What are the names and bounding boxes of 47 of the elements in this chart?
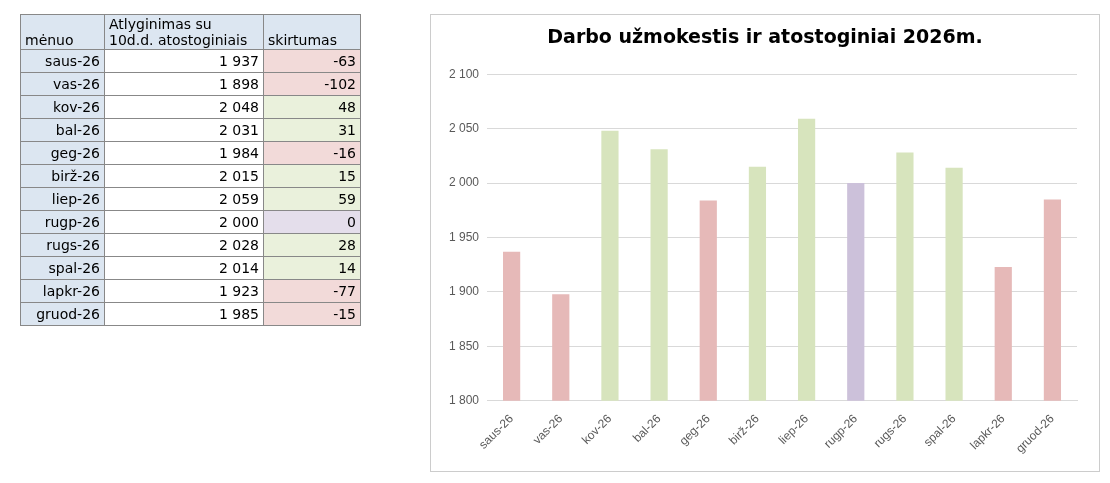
text: 2 015: [104, 164, 264, 188]
category-label: vas-26: [52, 76, 100, 92]
y-tick-label: 1 850: [449, 338, 480, 353]
text: -15: [263, 302, 361, 326]
text: 1 984: [104, 141, 264, 165]
category-label: kov-26: [53, 99, 100, 115]
category-label: rugs-26: [46, 237, 100, 253]
text: Atlyginimas su 10d.d. atostoginiais: [104, 14, 264, 50]
category-label: spal-26: [48, 260, 100, 276]
category-label: liep-26: [51, 191, 100, 207]
text: 1 898: [104, 72, 264, 96]
text: -16: [263, 141, 361, 165]
text: 14: [263, 256, 361, 280]
text: 2 000: [104, 210, 264, 234]
category-label: lapkr-26: [42, 283, 100, 299]
category-label: birž-26: [51, 168, 100, 184]
text: 15: [263, 164, 361, 188]
category-label: geg-26: [50, 145, 100, 161]
text: 0: [263, 210, 361, 234]
text: 28: [263, 233, 361, 257]
text: mėnuo: [20, 14, 105, 50]
text: 1 985: [104, 302, 264, 326]
category-label: gruod-26: [36, 306, 100, 322]
text: -102: [263, 72, 361, 96]
y-tick-label: 2 050: [449, 120, 480, 135]
text: 59: [263, 187, 361, 211]
category-label: rugp-26: [44, 214, 100, 230]
y-tick-label: 1 900: [449, 284, 480, 299]
text: 31: [263, 118, 361, 142]
chart-title: Darbo užmokestis ir atostoginiai 2026m.: [546, 25, 984, 47]
text: -77: [263, 279, 361, 303]
text: 48: [263, 95, 361, 119]
y-tick-label: 1 950: [449, 229, 480, 244]
category-label: saus-26: [45, 53, 100, 69]
text: 1 937: [104, 49, 264, 73]
category-label: bal-26: [55, 122, 100, 138]
y-tick-label: 1 800: [449, 393, 480, 408]
text: skirtumas: [263, 14, 361, 50]
y-tick-label: 2 000: [449, 175, 480, 190]
text: 2 028: [104, 233, 264, 257]
y-tick-label: 2 100: [449, 66, 480, 81]
text: 2 031: [104, 118, 264, 142]
text: 1 923: [104, 279, 264, 303]
text: 2 048: [104, 95, 264, 119]
text: -63: [263, 49, 361, 73]
text: 2 059: [104, 187, 264, 211]
text: 2 014: [104, 256, 264, 280]
